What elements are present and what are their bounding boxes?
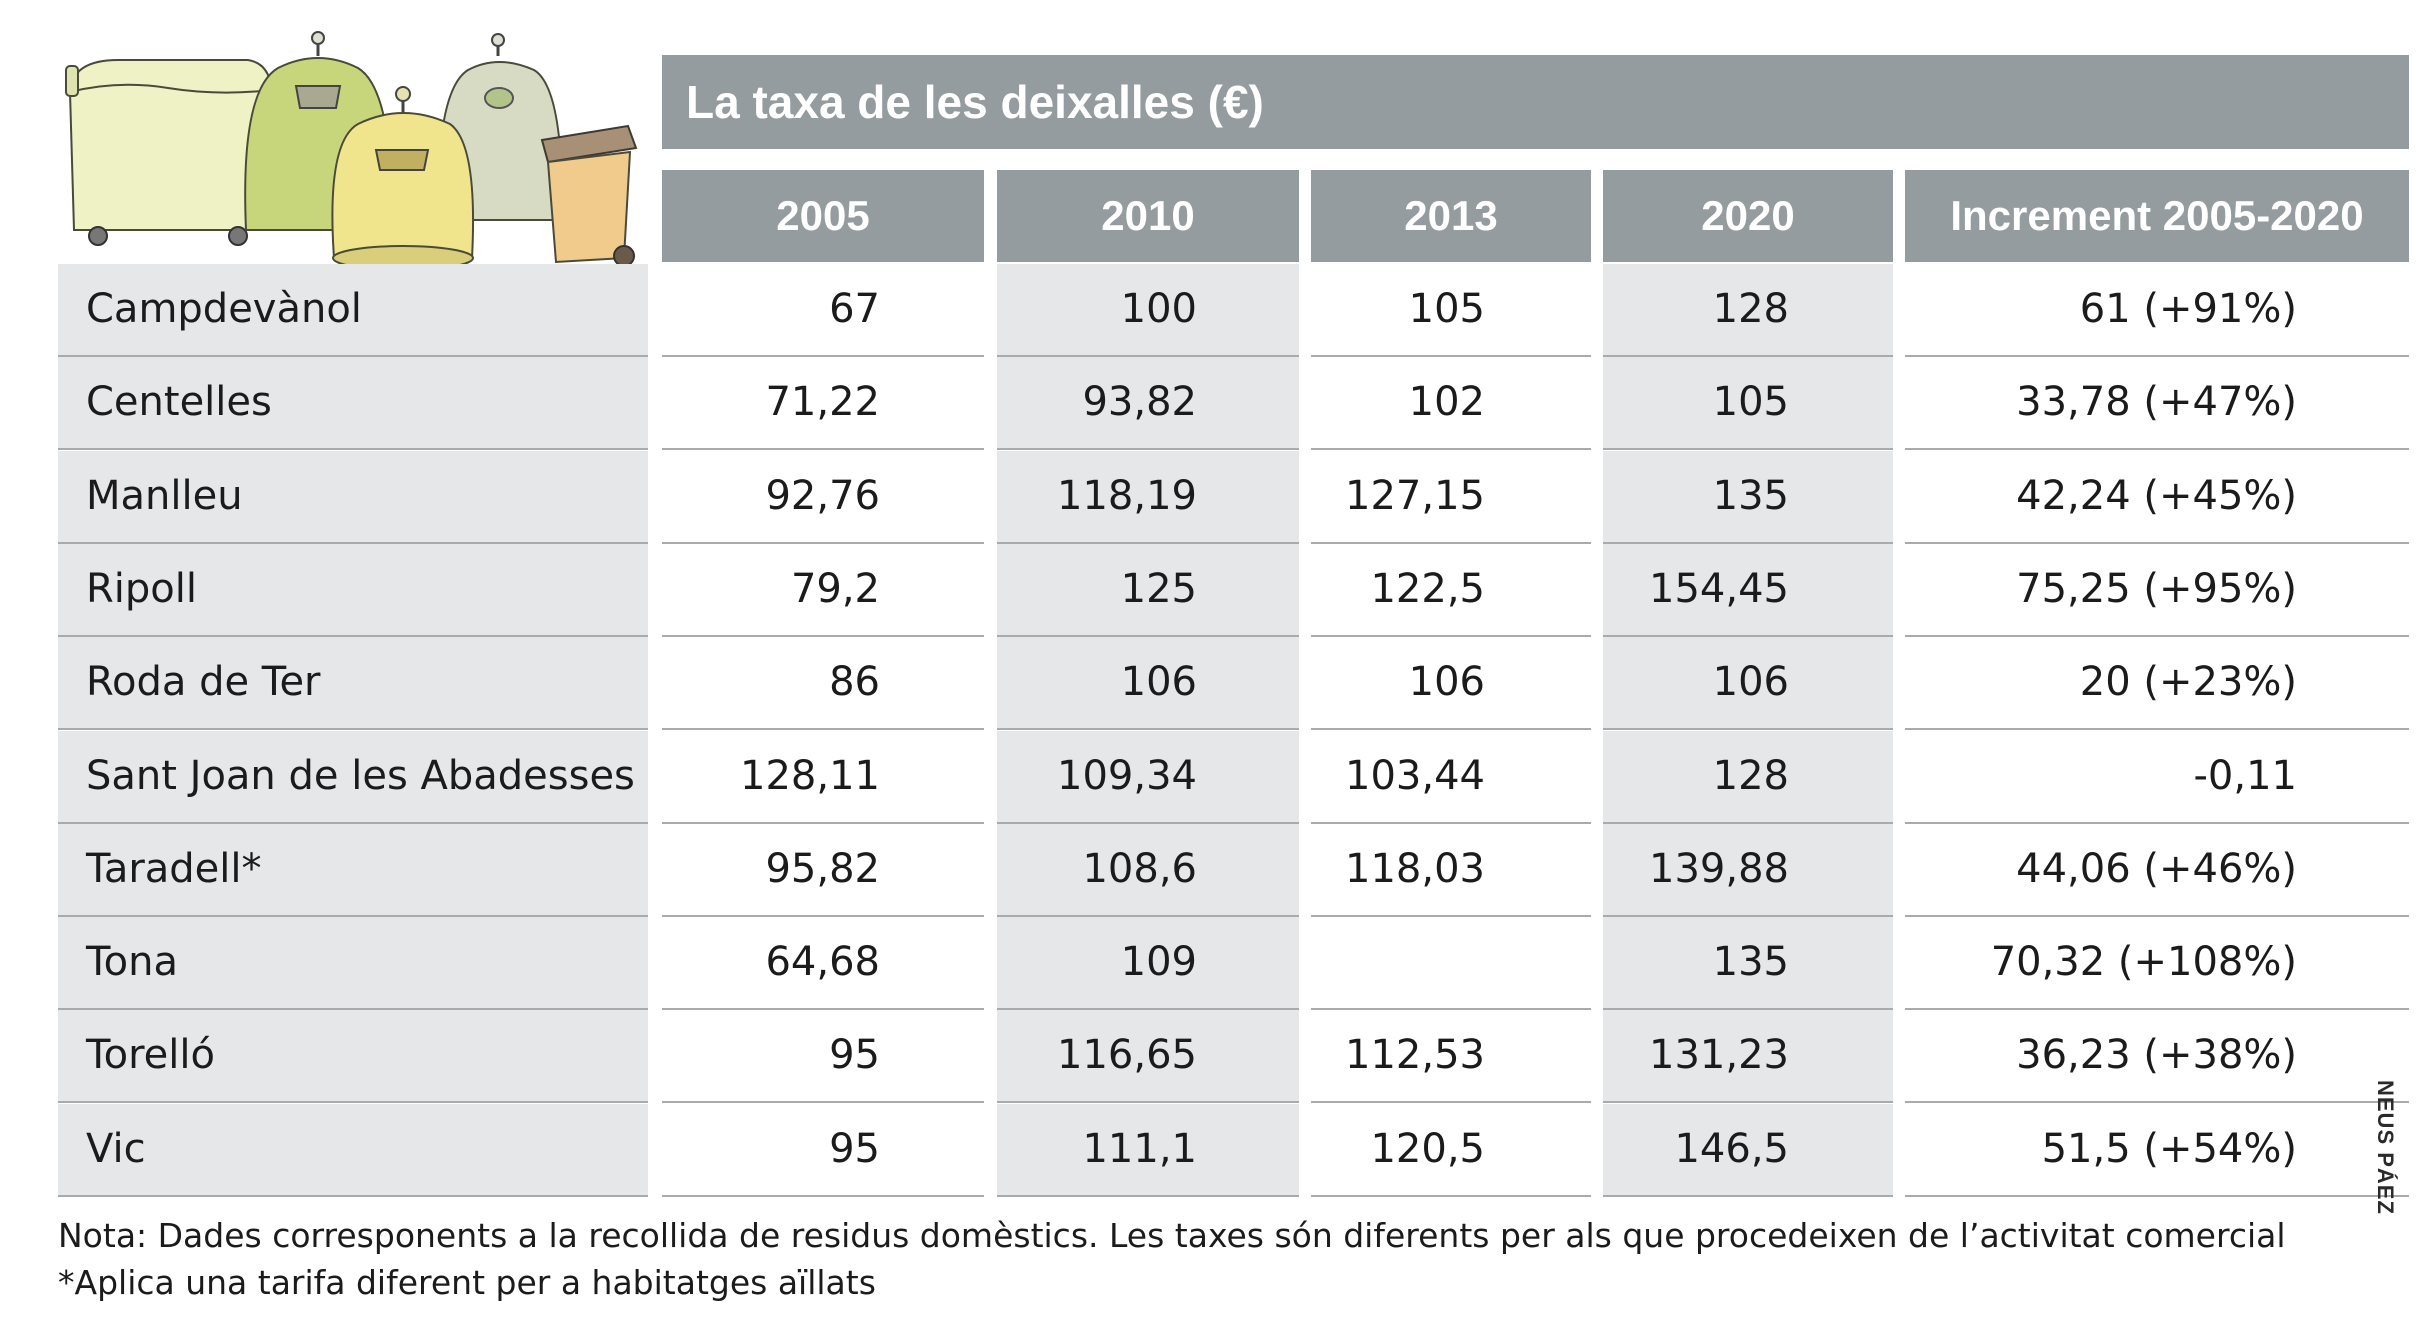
value-cell-increment-2005-2020: 75,25 (+95%) [1905,544,2409,637]
table-row: Manlleu 92,76 118,19 127,15 135 42,24 (+45%) [0,450,2432,544]
value-cell-increment-2005-2020: 36,23 (+38%) [1905,1010,2409,1104]
value-cell-2010: 108,6 [997,823,1299,917]
value-cell-2013: 112,53 [1311,1010,1591,1104]
municipality-cell: Vic [58,1103,648,1197]
value-cell-2005: 71,22 [662,357,984,451]
author-credit: NEUS PÁEZ [2373,1080,2398,1215]
value-cell-2010: 93,82 [997,357,1299,451]
header-2010: 2010 [997,170,1299,262]
municipality-cell: Taradell* [58,823,648,917]
value-cell-2005: 92,76 [662,451,984,544]
value-cell-increment-2005-2020: 61 (+91%) [1905,264,2409,357]
value-cell-2013: 102 [1311,357,1591,451]
value-cell-2013: 106 [1311,637,1591,731]
table-row: Vic 95 111,1 120,5 146,5 51,5 (+54%) [0,1103,2432,1197]
value-cell-2005: 86 [662,637,984,731]
value-cell-2020: 131,23 [1603,1010,1893,1104]
value-cell-increment-2005-2020: 33,78 (+47%) [1905,357,2409,451]
value-cell-2010: 116,65 [997,1010,1299,1104]
notes: Nota: Dades corresponents a la recollida… [58,1212,2286,1306]
value-cell-2013: 103,44 [1311,731,1591,824]
value-cell-2013: 118,03 [1311,824,1591,917]
table-title: La taxa de les deixalles (€) [662,55,2409,149]
waste-containers-illustration [58,31,648,271]
value-cell-increment-2005-2020: -0,11 [1905,731,2409,824]
value-cell-2013 [1311,917,1591,1011]
value-cell-2020: 128 [1603,264,1893,357]
value-cell-2020: 154,45 [1603,543,1893,637]
value-cell-2010: 111,1 [997,1103,1299,1197]
table-row: Sant Joan de les Abadesses 128,11 109,34 10… [0,730,2432,824]
value-cell-2020: 106 [1603,637,1893,731]
value-cell-2010: 125 [997,543,1299,637]
value-cell-2005: 95 [662,1104,984,1197]
value-cell-2005: 79,2 [662,544,984,637]
value-cell-2020: 139,88 [1603,823,1893,917]
value-cell-increment-2005-2020: 51,5 (+54%) [1905,1104,2409,1197]
municipality-cell: Tona [58,917,648,1011]
value-cell-2020: 128 [1603,730,1893,824]
municipality-cell: Sant Joan de les Abadesses [58,730,648,824]
value-cell-2010: 106 [997,637,1299,731]
municipality-cell: Campdevànol [58,264,648,357]
value-cell-2020: 135 [1603,450,1893,544]
table-row: Torelló 95 116,65 112,53 131,23 36,23 (+38%) [0,1010,2432,1104]
value-cell-2005: 64,68 [662,917,984,1011]
value-cell-2010: 118,19 [997,450,1299,544]
value-cell-2005: 95 [662,1010,984,1104]
table-row: Campdevànol 67 100 105 128 61 (+91%) [0,264,2432,357]
value-cell-2020: 135 [1603,917,1893,1011]
header-2020: 2020 [1603,170,1893,262]
header-2005: 2005 [662,170,984,262]
value-cell-increment-2005-2020: 20 (+23%) [1905,637,2409,731]
table-row: Roda de Ter 86 106 106 106 20 (+23%) [0,637,2432,731]
value-cell-2013: 127,15 [1311,451,1591,544]
value-cell-2005: 95,82 [662,824,984,917]
value-cell-increment-2005-2020: 44,06 (+46%) [1905,824,2409,917]
value-cell-2020: 146,5 [1603,1103,1893,1197]
wheelie-bin-icon [540,124,638,267]
dumpster-icon [65,59,274,246]
table-row: Taradell* 95,82 108,6 118,03 139,88 44,06 (+4… [0,823,2432,917]
header-2013: 2013 [1311,170,1591,262]
note-text: Nota: Dades corresponents a la recollida… [58,1216,2286,1255]
table-row: Tona 64,68 109 135 70,32 (+108%) [0,917,2432,1011]
header-increment: Increment 2005-2020 [1905,170,2409,262]
value-cell-2013: 122,5 [1311,544,1591,637]
value-cell-2020: 105 [1603,357,1893,451]
value-cell-2013: 105 [1311,264,1591,357]
value-cell-increment-2005-2020: 42,24 (+45%) [1905,451,2409,544]
table-row: Centelles 71,22 93,82 102 105 33,78 (+47%) [0,357,2432,451]
value-cell-2010: 109 [997,917,1299,1011]
value-cell-2005: 67 [662,264,984,357]
municipality-cell: Torelló [58,1010,648,1104]
value-cell-2010: 100 [997,264,1299,357]
municipality-cell: Roda de Ter [58,637,648,731]
footnote-text: *Aplica una tarifa diferent per a habita… [58,1263,876,1302]
municipality-cell: Ripoll [58,543,648,637]
municipality-cell: Centelles [58,357,648,451]
value-cell-2005: 128,11 [662,731,984,824]
municipality-cell: Manlleu [58,450,648,544]
value-cell-2010: 109,34 [997,730,1299,824]
value-cell-increment-2005-2020: 70,32 (+108%) [1905,917,2409,1011]
value-cell-2013: 120,5 [1311,1104,1591,1197]
table-row: Ripoll 79,2 125 122,5 154,45 75,25 (+95%) [0,543,2432,637]
